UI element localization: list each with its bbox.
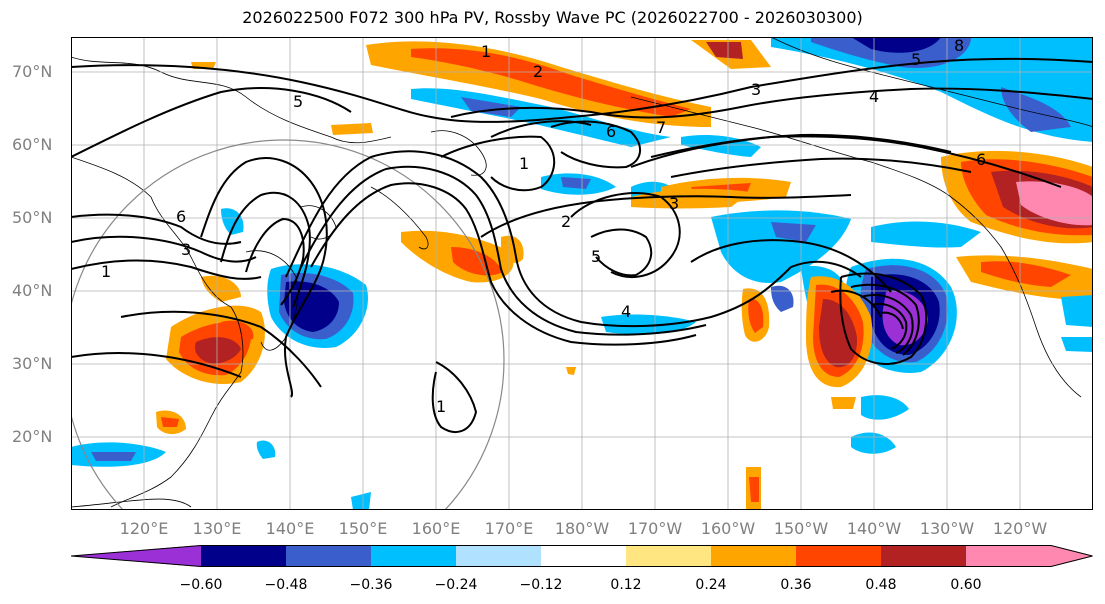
contour-label: 1 <box>481 42 491 61</box>
colorbar-swatch <box>541 545 626 567</box>
contour-label: 4 <box>621 302 631 321</box>
lon-label: 160°W <box>700 519 756 538</box>
colorbar-tick-label: 0.24 <box>695 577 727 593</box>
contour-label: 1 <box>436 397 446 416</box>
contour-label: 2 <box>533 62 543 81</box>
lat-label: 30°N <box>12 354 53 373</box>
colorbar-tick-label: 0.36 <box>780 577 812 593</box>
colorbar-swatch <box>201 545 286 567</box>
lat-label: 70°N <box>12 62 53 81</box>
lon-label: 170°W <box>627 519 683 538</box>
contour-label: 6 <box>176 207 186 226</box>
colorbar-tick-label: 0.60 <box>950 577 982 593</box>
contour-label: 2 <box>561 212 571 231</box>
contour-labels: 1 2 3 4 5 6 7 8 1 2 3 3 4 5 6 6 1 1 5 <box>101 37 986 416</box>
colorbar <box>71 545 1093 567</box>
contour-label: 5 <box>911 50 921 69</box>
lon-label: 120°W <box>992 519 1048 538</box>
colorbar-swatch <box>881 545 966 567</box>
colorbar-tick-label: −0.48 <box>264 577 308 593</box>
colorbar-swatch <box>626 545 711 567</box>
contour-label: 6 <box>606 122 616 141</box>
map-frame <box>71 37 1093 510</box>
lon-label: 140°W <box>846 519 902 538</box>
colorbar-swatch <box>966 545 1051 567</box>
contour-label: 1 <box>519 154 529 173</box>
colorbar-swatch <box>371 545 456 567</box>
map-plot: 1 2 3 4 5 6 7 8 1 2 3 3 4 5 6 6 1 1 5 <box>71 37 1093 510</box>
contour-label: 1 <box>101 262 111 281</box>
colorbar-swatch <box>796 545 881 567</box>
lon-label: 160°E <box>411 519 461 538</box>
contour-label: 3 <box>181 240 191 259</box>
lon-label: 150°W <box>773 519 829 538</box>
colorbar-swatch <box>1051 545 1093 567</box>
contour-label: 7 <box>656 118 666 137</box>
colorbar-tick-label: −0.24 <box>434 577 478 593</box>
colorbar-swatch <box>71 545 201 567</box>
map-title: 2026022500 F072 300 hPa PV, Rossby Wave … <box>242 8 863 27</box>
contour-label: 8 <box>954 37 964 55</box>
lon-label: 170°E <box>484 519 534 538</box>
contour-label: 5 <box>293 92 303 111</box>
lon-label: 120°E <box>119 519 169 538</box>
lon-label: 180°W <box>554 519 610 538</box>
lon-label: 130°W <box>919 519 975 538</box>
colorbar-tick-label: 0.12 <box>610 577 642 593</box>
lat-label: 40°N <box>12 281 53 300</box>
contour-label: 3 <box>669 194 679 213</box>
colorbar-tick-label: −0.12 <box>519 577 563 593</box>
colorbar-tick-label: 0.48 <box>865 577 897 593</box>
lat-label: 60°N <box>12 135 53 154</box>
colorbar-tick-label: −0.60 <box>179 577 223 593</box>
region-circle <box>71 139 505 510</box>
lat-label: 50°N <box>12 208 53 227</box>
contour-label: 5 <box>591 247 601 266</box>
colorbar-tick-label: −0.36 <box>349 577 393 593</box>
lat-label: 20°N <box>12 427 53 446</box>
contour-label: 4 <box>869 87 879 106</box>
lon-label: 140°E <box>265 519 315 538</box>
contour-label: 3 <box>751 80 761 99</box>
lon-label: 130°E <box>192 519 242 538</box>
pc-contours <box>71 57 1093 433</box>
lon-label: 150°E <box>338 519 388 538</box>
colorbar-swatch <box>456 545 541 567</box>
colorbar-swatch <box>711 545 796 567</box>
colorbar-swatch <box>286 545 371 567</box>
contour-label: 6 <box>976 150 986 169</box>
pv-shading <box>71 37 1093 510</box>
